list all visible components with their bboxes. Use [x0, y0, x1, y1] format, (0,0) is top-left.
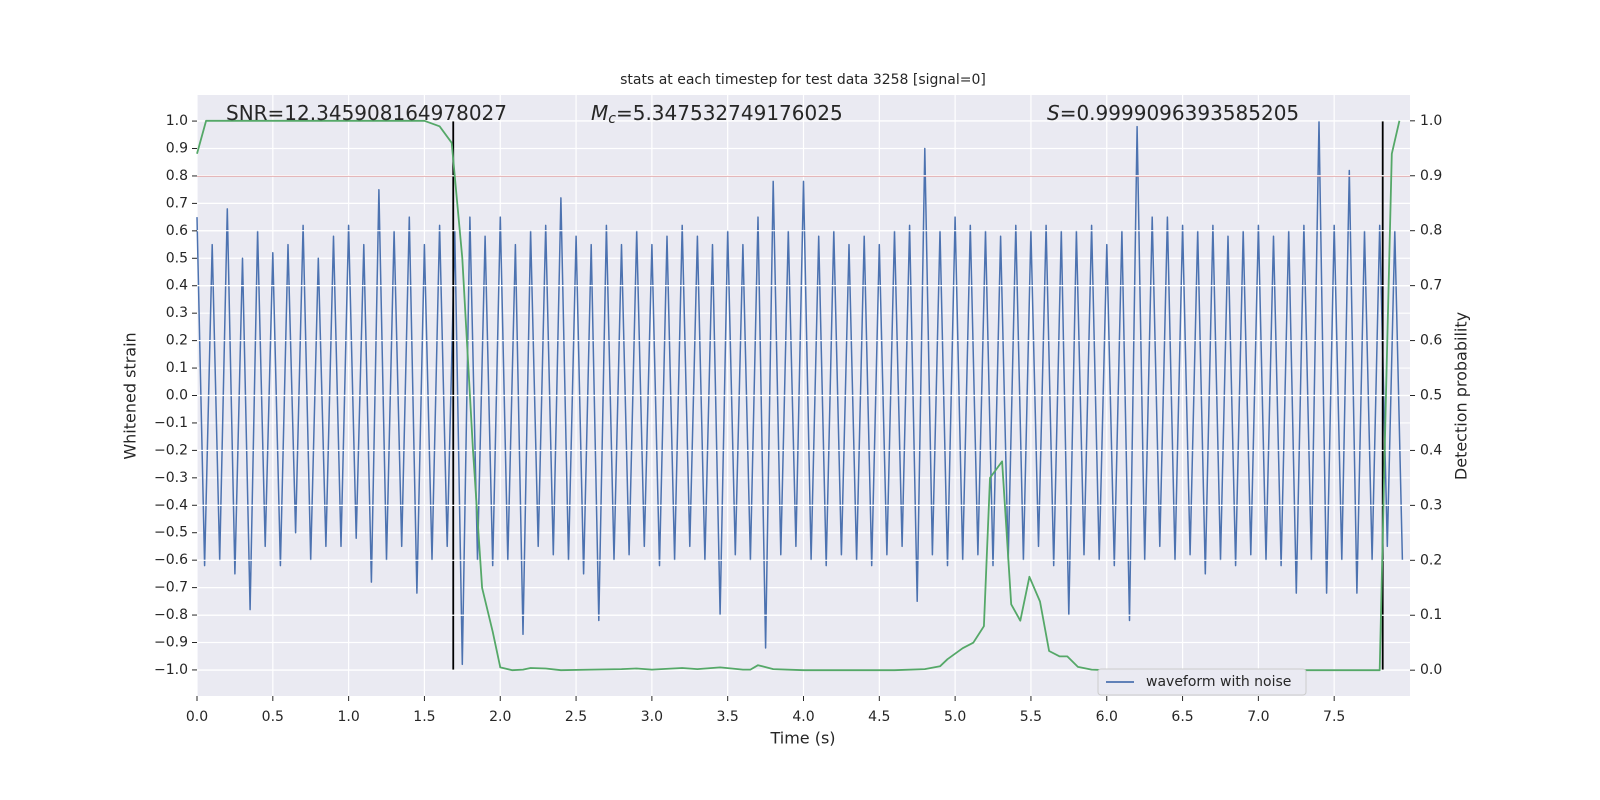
- y-tick-label: 0.2: [166, 333, 188, 349]
- annotation-symbol: M: [591, 101, 608, 125]
- y-tick-label: 1.0: [166, 113, 188, 129]
- y2-tick-label: 0.2: [1420, 552, 1442, 568]
- annotation-text: SNR=12.345908164978027: [226, 101, 507, 125]
- legend-box: [1097, 668, 1307, 696]
- y2-tick-label: 0.8: [1420, 223, 1442, 239]
- annotation: Mc=5.347532749176025: [591, 101, 843, 128]
- x-tick-label: 0.0: [186, 709, 208, 725]
- y-tick-label: 0.9: [166, 141, 188, 157]
- y-tick-label: 0.5: [166, 250, 188, 266]
- x-tick-label: 7.0: [1247, 709, 1269, 725]
- upper-layer: [196, 119, 1410, 672]
- x-tick-label: 6.0: [1096, 709, 1118, 725]
- annotation-text: =0.9999096393585205: [1060, 101, 1299, 125]
- chart-title: stats at each timestep for test data 325…: [620, 72, 986, 88]
- y2-tick-label: 0.3: [1420, 497, 1442, 513]
- x-tick-label: 1.0: [337, 709, 359, 725]
- y2-tick-label: 0.0: [1420, 662, 1442, 678]
- x-tick-label: 3.5: [717, 709, 739, 725]
- x-tick-label: 7.5: [1323, 709, 1345, 725]
- y-tick-label: −0.7: [154, 580, 188, 596]
- x-tick-label: 3.0: [641, 709, 663, 725]
- x-tick-label: 5.5: [1020, 709, 1042, 725]
- y-tick-label: −0.2: [154, 442, 188, 458]
- y-tick-label: −0.4: [154, 497, 188, 513]
- x-tick-label: 6.5: [1171, 709, 1193, 725]
- y2-tick-label: 1.0: [1420, 113, 1442, 129]
- y-tick-label: −0.3: [154, 470, 188, 486]
- y-tick-label: 0.1: [166, 360, 188, 376]
- x-tick-label: 1.5: [413, 709, 435, 725]
- x-tick-label: 5.0: [944, 709, 966, 725]
- annotation: S=0.9999096393585205: [1047, 101, 1299, 125]
- series-line: [196, 120, 1404, 666]
- y-tick-label: −0.8: [154, 607, 188, 623]
- y-tick-label: 0.8: [166, 168, 188, 184]
- y-tick-label: 0.4: [166, 278, 188, 294]
- annotation: SNR=12.345908164978027: [226, 101, 507, 125]
- y2-tick-label: 0.5: [1420, 388, 1442, 404]
- y-tick-label: 0.6: [166, 223, 188, 239]
- x-tick-label: 2.5: [565, 709, 587, 725]
- y-tick-label: −0.9: [154, 634, 188, 650]
- annotation-symbol: S: [1047, 101, 1060, 125]
- y-tick-label: 0.0: [166, 388, 188, 404]
- y2-tick-label: 0.4: [1420, 442, 1442, 458]
- y2-tick-label: 0.9: [1420, 168, 1442, 184]
- x-tick-label: 4.0: [792, 709, 814, 725]
- annotation-text: =5.347532749176025: [616, 101, 843, 125]
- y2-tick-label: 0.7: [1420, 278, 1442, 294]
- legend-label: waveform with noise: [1146, 674, 1291, 690]
- annotation-subscript: c: [608, 111, 616, 127]
- y2-tick-label: 0.1: [1420, 607, 1442, 623]
- x-tick-label: 2.0: [489, 709, 511, 725]
- y-tick-label: 0.7: [166, 195, 188, 211]
- y-tick-label: 0.3: [166, 305, 188, 321]
- y-tick-label: −0.5: [154, 525, 188, 541]
- y-tick-label: −0.6: [154, 552, 188, 568]
- y2-axis-label: Detection probability: [1452, 312, 1471, 480]
- y2-tick-label: 0.6: [1420, 333, 1442, 349]
- y-tick-label: −1.0: [154, 662, 188, 678]
- y-axis-label: Whitened strain: [121, 332, 140, 459]
- x-tick-label: 0.5: [262, 709, 284, 725]
- x-tick-label: 4.5: [868, 709, 890, 725]
- x-axis-label: Time (s): [769, 729, 835, 748]
- y-tick-label: −0.1: [154, 415, 188, 431]
- series-line: [196, 119, 1401, 672]
